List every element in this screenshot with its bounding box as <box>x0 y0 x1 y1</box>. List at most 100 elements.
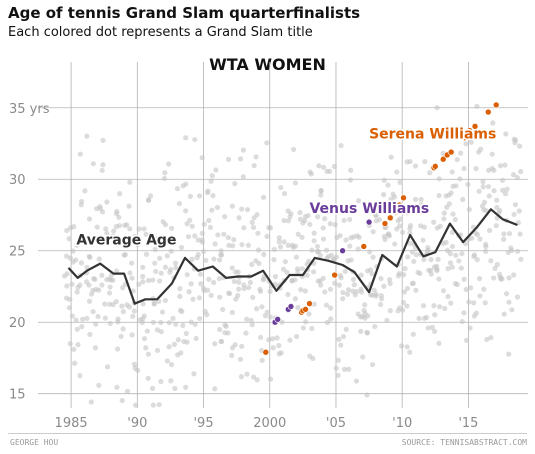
quarterfinalist-dot <box>353 288 360 295</box>
quarterfinalist-dot <box>318 192 324 198</box>
quarterfinalist-dot <box>436 276 442 282</box>
quarterfinalist-dot <box>506 299 512 305</box>
quarterfinalist-dot <box>387 308 393 314</box>
quarterfinalist-dot <box>358 328 364 334</box>
quarterfinalist-dot <box>317 252 323 259</box>
quarterfinalist-dot <box>168 248 174 254</box>
quarterfinalist-dot <box>431 219 437 225</box>
quarterfinalist-dot <box>84 315 90 321</box>
quarterfinalist-dot <box>86 253 92 260</box>
quarterfinalist-dot <box>435 256 441 263</box>
quarterfinalist-dot <box>500 187 506 193</box>
quarterfinalist-dot <box>259 304 265 310</box>
quarterfinalist-dot <box>309 325 315 332</box>
quarterfinalist-dot <box>463 141 469 147</box>
quarterfinalist-dot <box>236 215 242 221</box>
quarterfinalist-dot <box>69 313 75 319</box>
quarterfinalist-dot <box>341 366 348 372</box>
quarterfinalist-dot <box>503 291 510 297</box>
quarterfinalist-dot <box>249 322 255 328</box>
quarterfinalist-dot <box>140 279 146 285</box>
quarterfinalist-dot <box>130 288 136 294</box>
quarterfinalist-dot <box>506 351 512 357</box>
quarterfinalist-dot <box>355 246 361 252</box>
quarterfinalist-dot <box>358 272 364 278</box>
quarterfinalist-dot <box>332 280 338 286</box>
quarterfinalist-dot <box>281 217 287 224</box>
quarterfinalist-dot <box>71 346 77 352</box>
quarterfinalist-dot <box>212 386 218 392</box>
quarterfinalist-dot <box>511 211 517 218</box>
quarterfinalist-dot <box>70 248 76 254</box>
quarterfinalist-dot <box>320 225 326 231</box>
quarterfinalist-dot <box>129 237 136 243</box>
quarterfinalist-dot <box>327 168 333 174</box>
quarterfinalist-dot <box>324 319 331 326</box>
serena-title-dot <box>471 123 479 130</box>
quarterfinalist-dot <box>237 356 244 362</box>
quarterfinalist-dot <box>278 350 284 356</box>
quarterfinalist-dot <box>250 374 257 380</box>
quarterfinalist-dot <box>209 207 215 213</box>
quarterfinalist-dot <box>67 341 73 347</box>
title-dots <box>262 101 500 356</box>
quarterfinalist-dot <box>350 276 357 282</box>
quarterfinalist-dot <box>440 288 447 294</box>
quarterfinalist-dot <box>270 345 276 351</box>
quarterfinalist-dot <box>264 309 270 315</box>
quarterfinalist-dot <box>378 293 384 299</box>
quarterfinalist-dot <box>431 303 437 309</box>
quarterfinalist-dot <box>77 373 83 379</box>
quarterfinalist-dot <box>445 293 451 300</box>
quarterfinalist-dot <box>490 120 496 126</box>
quarterfinalist-dot <box>116 214 122 220</box>
quarterfinalist-dot <box>220 306 226 313</box>
quarterfinalist-dot <box>178 244 185 251</box>
quarterfinalist-dot <box>404 285 411 292</box>
quarterfinalist-dot <box>310 355 316 362</box>
quarterfinalist-dot <box>338 342 344 348</box>
quarterfinalist-dot <box>135 241 141 248</box>
quarterfinalist-dot <box>428 126 435 132</box>
quarterfinalist-dot <box>166 320 172 326</box>
quarterfinalist-dot <box>102 315 108 321</box>
quarterfinalist-dot <box>64 271 70 277</box>
quarterfinalist-dot <box>340 296 346 302</box>
quarterfinalist-dot <box>218 248 224 254</box>
quarterfinalist-dot <box>404 303 410 309</box>
quarterfinalist-dot <box>409 249 415 255</box>
quarterfinalist-dot <box>309 247 315 253</box>
quarterfinalist-dot <box>348 167 354 173</box>
quarterfinalist-dot <box>99 272 105 278</box>
quarterfinalist-dot <box>297 209 303 216</box>
quarterfinalist-dot <box>474 256 480 263</box>
quarterfinalist-dot <box>466 299 472 305</box>
quarterfinalist-dot <box>437 223 443 229</box>
quarterfinalist-dot <box>229 352 235 359</box>
quarterfinalist-dot <box>336 336 342 342</box>
quarterfinalist-dot <box>187 193 194 199</box>
quarterfinalist-dot <box>477 293 483 299</box>
quarterfinalist-dot <box>477 236 483 242</box>
quarterfinalist-dot <box>250 294 256 300</box>
quarterfinalist-dot <box>254 377 260 383</box>
quarterfinalist-dot <box>170 315 176 321</box>
quarterfinalist-dot <box>195 237 201 243</box>
quarterfinalist-dot <box>66 236 72 242</box>
quarterfinalist-dot <box>226 242 232 248</box>
quarterfinalist-dot <box>211 279 217 286</box>
quarterfinalist-dot <box>120 309 126 315</box>
quarterfinalist-dot <box>186 289 192 295</box>
quarterfinalist-dot <box>307 221 313 227</box>
serena-title-dot <box>302 306 309 313</box>
quarterfinalist-dot <box>71 224 77 230</box>
quarterfinalist-dot <box>236 279 242 285</box>
quarterfinalist-dot <box>229 309 235 316</box>
quarterfinalist-dot <box>96 256 102 262</box>
x-tick-label: '95 <box>193 416 213 431</box>
quarterfinalist-dot <box>188 319 194 325</box>
quarterfinalist-dot <box>260 194 267 200</box>
quarterfinalist-dot <box>285 218 291 224</box>
quarterfinalist-dot <box>417 270 423 277</box>
